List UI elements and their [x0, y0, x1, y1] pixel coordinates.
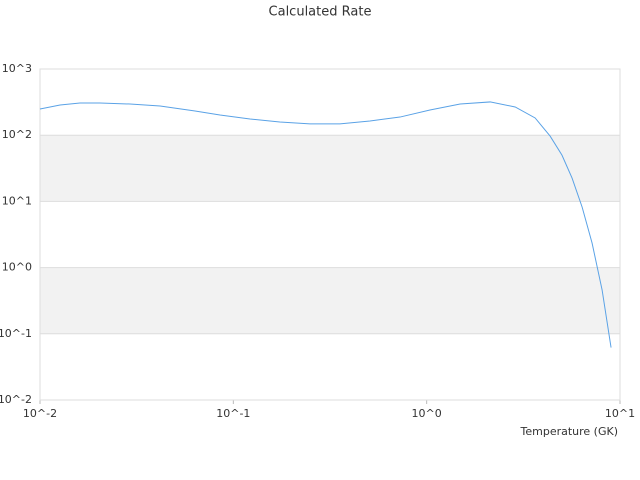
x-axis-label: Temperature (GK) [520, 425, 619, 438]
y-tick-label: 10^3 [2, 62, 32, 75]
plot-border [39, 68, 621, 401]
y-tick-label: 10^0 [2, 261, 32, 274]
x-tick-label: 10^-1 [216, 407, 250, 420]
y-tick-label: 10^1 [2, 194, 32, 207]
grid [40, 68, 620, 401]
x-tick-label: 10^0 [412, 407, 442, 420]
grid-band [40, 135, 620, 202]
line [39, 101, 612, 348]
grid-band [40, 267, 620, 334]
y-tick-label: 10^-2 [0, 393, 32, 406]
chart-title: Calculated Rate [269, 5, 372, 20]
x-tick-label: 10^-2 [23, 407, 57, 420]
y-tick-label: 10^2 [2, 128, 32, 141]
x-tick-label: 10^1 [605, 407, 635, 420]
y-tick-label: 10^-1 [0, 327, 32, 340]
